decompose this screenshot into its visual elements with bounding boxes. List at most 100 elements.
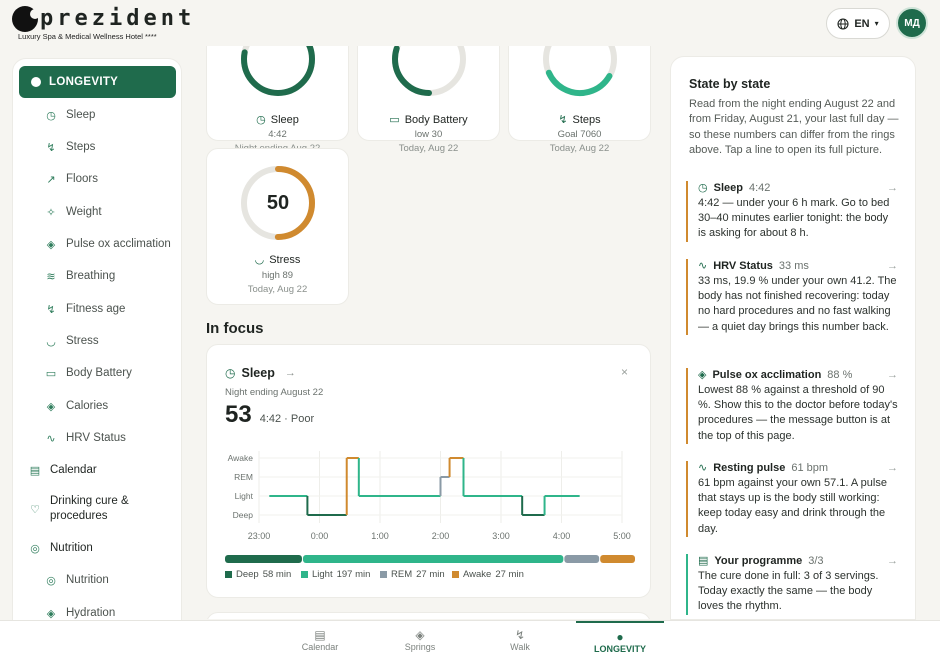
ring-card-steps[interactable]: ↯ Steps Goal 7060 Today, Aug 22: [508, 46, 651, 154]
battery-icon: ▭: [389, 114, 400, 126]
ring-date: Today, Aug 22: [398, 143, 459, 154]
sidebar-item-label: HRV Status: [66, 432, 126, 444]
focus-title: Sleep: [241, 366, 275, 380]
ring-body-battery: [392, 46, 466, 96]
ring-card-body-battery[interactable]: ▭ Body Battery low 30 Today, Aug 22: [357, 46, 500, 154]
x-tick-label: 1:00: [371, 531, 389, 541]
plate-icon: ◎: [46, 574, 56, 587]
state-text: 61 bpm against your own 57.1. A pulse th…: [698, 477, 887, 535]
sidebar-item-hydration[interactable]: ◈ Hydration: [13, 605, 181, 621]
brand-logo[interactable]: prezident Luxury Spa & Medical Wellness …: [12, 6, 195, 41]
legend-rem: REM 27 min: [380, 569, 445, 580]
state-item-hrv[interactable]: ∿ HRV Status 33 ms → 33 ms, 19.9 % under yo…: [686, 259, 904, 335]
legend-series-name: REM: [391, 569, 413, 580]
x-tick-label: 23:00: [248, 531, 271, 541]
sidebar-item-calories[interactable]: ◈ Calories: [13, 398, 181, 414]
nav-walk[interactable]: ↯ Walk: [476, 621, 564, 661]
sidebar-item-drinking-cure[interactable]: ♡ Drinking cure & procedures: [13, 493, 181, 525]
focus-score-row: 53 4:42 · Poor: [225, 401, 314, 429]
gauge-icon: ◡: [46, 335, 56, 348]
avatar[interactable]: МД: [896, 7, 928, 39]
calendar-icon: ▤: [314, 628, 326, 642]
sidebar-item-nutrition[interactable]: ◎ Nutrition: [13, 572, 181, 588]
proportion-segment-awake: [600, 555, 635, 563]
sidebar-item-pulse-ox[interactable]: ◈ Pulse ox acclimation: [13, 236, 181, 252]
walking-icon: ↯: [46, 141, 56, 154]
language-label: EN: [854, 17, 870, 30]
section-title-in-focus: In focus: [206, 320, 264, 337]
legend-swatch: [225, 571, 232, 578]
nav-label: Springs: [404, 642, 436, 652]
x-tick-label: 3:00: [492, 531, 510, 541]
ring-value: 50: [266, 191, 290, 214]
sidebar-item-hrv-status[interactable]: ∿ HRV Status: [13, 430, 181, 446]
sidebar-item-fitness-age[interactable]: ↯ Fitness age: [13, 301, 181, 317]
sidebar-item-floors[interactable]: ↗ Floors: [13, 171, 181, 187]
next-card[interactable]: [206, 612, 651, 619]
sidebar-item-stress[interactable]: ◡ Stress: [13, 333, 181, 349]
legend-swatch: [301, 571, 308, 578]
heartbeat-icon: ∿: [46, 432, 56, 445]
app-header: prezident Luxury Spa & Medical Wellness …: [0, 0, 940, 46]
sidebar-item-label: Weight: [66, 206, 102, 218]
nav-longevity[interactable]: ● LONGEVITY: [576, 621, 664, 661]
legend-series-value: 197 min: [336, 569, 371, 580]
logo-mark: [12, 6, 40, 32]
nav-calendar[interactable]: ▤ Calendar: [276, 621, 364, 661]
sidebar-item-weight[interactable]: ✧ Weight: [13, 204, 181, 220]
state-item-resting-pulse[interactable]: ∿ Resting pulse 61 bpm → 61 bpm against you…: [686, 461, 904, 537]
gauge-icon: ◡: [254, 254, 265, 266]
ring-title: ◡ Stress: [207, 253, 348, 267]
sidebar-item-label: Nutrition: [50, 542, 93, 554]
sidebar-item-calendar[interactable]: ▤ Calendar: [13, 462, 181, 478]
nav-springs[interactable]: ◈ Springs: [376, 621, 464, 661]
clock-icon: ◷: [256, 114, 266, 126]
legend-swatch: [452, 571, 459, 578]
legend-series-value: 27 min: [495, 569, 524, 580]
sidebar-item-label: Sleep: [66, 109, 96, 121]
state-header: ◈ Pulse ox acclimation 88 % →: [698, 368, 898, 382]
ring-date: Today, Aug 22: [549, 143, 610, 154]
ring-card-stress[interactable]: 50 ◡ Stress high 89 Today, Aug 22: [206, 148, 349, 305]
nav-label: Calendar: [301, 642, 339, 652]
sidebar-item-longevity[interactable]: LONGEVITY: [19, 66, 176, 98]
state-item-pulse-ox[interactable]: ◈ Pulse ox acclimation 88 % → Lowest 88 % a…: [686, 368, 904, 444]
sidebar-item-body-battery[interactable]: ▭ Body Battery: [13, 365, 181, 381]
weight-icon: ✧: [46, 206, 56, 219]
close-icon[interactable]: ×: [620, 365, 628, 379]
ring-card-sleep[interactable]: ◷Sleep 4:42 Night ending Aug 22: [206, 46, 349, 154]
legend-series-name: Deep: [236, 569, 259, 580]
sidebar-item-steps[interactable]: ↯ Steps: [13, 139, 181, 155]
y-tick-label: Deep: [233, 510, 254, 520]
language-selector[interactable]: EN ▾: [826, 8, 890, 39]
sidebar-item-label: Drinking cure & procedures: [50, 495, 129, 522]
state-item-sleep[interactable]: ◷ Sleep 4:42 → 4:42 — under your 6 h mark. …: [686, 181, 904, 242]
wind-icon: ≋: [46, 270, 56, 283]
x-tick-label: 0:00: [311, 531, 329, 541]
state-value: 3/3: [808, 554, 824, 567]
sidebar-item-label: Calendar: [50, 464, 97, 476]
ring-steps: [543, 46, 617, 96]
droplet-icon: ◈: [46, 607, 56, 620]
calendar-icon: ▤: [698, 555, 709, 567]
focus-card-sleep[interactable]: ◷ Sleep → × Night ending August 22 53 4:…: [206, 344, 651, 598]
sidebar-item-label: Nutrition: [66, 574, 109, 586]
state-item-programme[interactable]: ▤ Your programme 3/3 → The cure done in ful…: [686, 554, 904, 615]
x-tick-label: 4:00: [553, 531, 571, 541]
clock-icon: ◷: [698, 182, 708, 194]
legend-light: Light 197 min: [301, 569, 370, 580]
sidebar-item-label: Stress: [66, 335, 99, 347]
arrow-right-icon: →: [887, 181, 898, 194]
sleep-proportion-bar: [225, 555, 635, 563]
sidebar-item-label: Hydration: [66, 607, 116, 619]
sleep-stage-chart: 23:00 0:00 1:00 2:00 3:00 4:00 5:00 Awake REM Lig…: [228, 451, 631, 541]
ring-label-text: Body Battery: [404, 113, 468, 126]
sidebar-item-nutrition-group[interactable]: ◎ Nutrition: [13, 540, 181, 556]
sidebar-item-breathing[interactable]: ≋ Breathing: [13, 268, 181, 284]
ring-title: ↯ Steps: [509, 113, 650, 127]
sidebar-item-label: LONGEVITY: [49, 76, 119, 88]
focus-header[interactable]: ◷ Sleep →: [225, 366, 296, 380]
longevity-icon: ●: [616, 630, 624, 644]
panel-title: State by state: [689, 77, 771, 91]
sidebar-item-sleep[interactable]: ◷ Sleep: [13, 107, 181, 123]
